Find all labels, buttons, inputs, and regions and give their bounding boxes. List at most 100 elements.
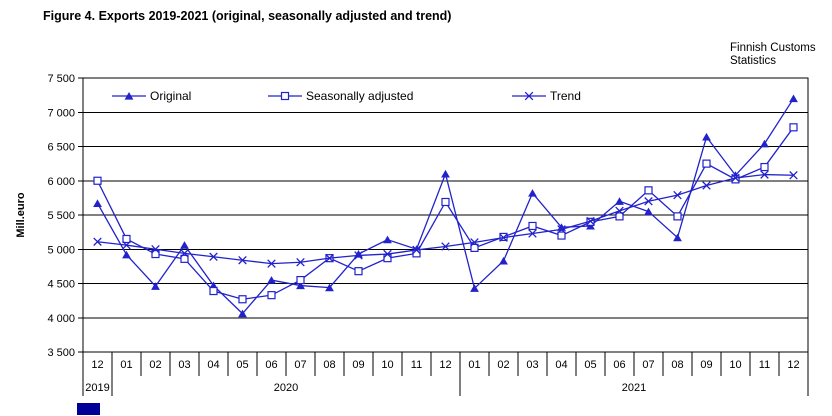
seasonally-adjusted-square-marker: [238, 295, 247, 304]
footer-logo-box: [77, 403, 100, 415]
x-axis-month-label: 05: [236, 359, 248, 371]
trend-x-marker: [151, 244, 160, 254]
source-line-2: Statistics: [730, 55, 777, 67]
trend-x-marker: [354, 251, 363, 260]
original-triangle-marker: [122, 250, 131, 259]
seasonally-adjusted-square-marker: [122, 234, 131, 244]
x-axis-month-label: 09: [352, 359, 364, 371]
y-axis-tick-label: 6 500: [47, 142, 75, 154]
x-axis-month-label: 07: [294, 359, 306, 371]
original-triangle-marker: [124, 92, 134, 100]
trend-x-marker: [644, 197, 653, 206]
original-triangle-marker: [325, 283, 334, 292]
series-seasonally-adjusted: [93, 123, 798, 304]
x-axis-month-label: 01: [468, 359, 480, 371]
original-triangle-marker: [760, 139, 769, 148]
trend-x-marker: [122, 240, 131, 250]
seasonally-adjusted-square-marker: [470, 243, 479, 252]
x-axis-month-label: 12: [787, 359, 799, 371]
y-axis-tick-label: 6 000: [47, 176, 75, 188]
original-triangle-marker: [383, 235, 392, 244]
seasonally-adjusted-square-marker: [702, 159, 711, 168]
legend-label: Seasonally adjusted: [306, 89, 413, 103]
series-original-line: [96, 98, 795, 315]
trend-x-marker: [441, 242, 450, 251]
trend-x-marker: [238, 255, 247, 265]
figure-title: Figure 4. Exports 2019-2021 (original, s…: [43, 9, 452, 23]
trend-x-marker: [499, 233, 508, 242]
original-triangle-marker: [441, 169, 450, 178]
x-axis-month-label: 08: [671, 359, 683, 371]
x-axis-month-label: 12: [439, 359, 451, 371]
source-attribution: Finnish Customs Statistics: [730, 42, 816, 68]
seasonally-adjusted-square-marker: [267, 291, 276, 300]
x-axis-month-label: 09: [700, 359, 712, 371]
trend-x-marker: [586, 216, 595, 226]
series-trend: [93, 170, 798, 268]
trend-x-marker: [702, 181, 711, 190]
x-axis-month-label: 10: [729, 359, 741, 371]
trend-x-marker: [528, 229, 537, 238]
series-trend-line: [97, 173, 794, 265]
x-axis-month-label: 02: [497, 359, 509, 371]
seasonally-adjusted-square-marker: [93, 176, 102, 185]
trend-x-marker: [789, 171, 798, 180]
x-axis-month-label: 05: [584, 359, 596, 371]
seasonally-adjusted-square-marker: [441, 197, 450, 207]
x-axis-year-label: 2019: [85, 382, 109, 394]
legend-item-original: Original: [112, 89, 191, 103]
trend-x-marker: [557, 225, 566, 234]
legend-label: Trend: [550, 89, 581, 103]
x-axis-month-label: 03: [178, 359, 190, 371]
original-triangle-marker: [93, 199, 102, 207]
trend-x-marker: [267, 259, 276, 268]
x-axis-month-label: 11: [759, 359, 770, 371]
original-triangle-marker: [644, 207, 653, 216]
trend-x-marker: [383, 249, 392, 259]
original-triangle-marker: [238, 309, 247, 318]
seasonally-adjusted-square-marker: [180, 254, 189, 263]
x-axis-year-label: 2021: [622, 382, 646, 394]
x-axis-month-label: 12: [91, 359, 103, 371]
x-axis-month-label: 10: [381, 359, 393, 371]
original-triangle-marker: [180, 241, 189, 249]
y-axis-tick-label: 5 000: [47, 244, 75, 256]
trend-x-marker: [412, 245, 421, 255]
source-line-1: Finnish Customs: [730, 42, 816, 54]
trend-x-marker: [325, 253, 334, 263]
original-triangle-marker: [296, 281, 305, 290]
x-axis-month-label: 04: [555, 359, 567, 371]
seasonally-adjusted-square-marker: [557, 231, 566, 240]
original-triangle-marker: [528, 189, 537, 197]
trend-x-marker: [731, 173, 740, 183]
y-axis-tick-label: 7 000: [47, 107, 75, 119]
y-axis-tick-label: 4 000: [47, 313, 75, 325]
trend-x-marker: [673, 190, 682, 200]
seasonally-adjusted-square-marker: [731, 175, 740, 184]
x-axis-year-label: 2020: [274, 382, 298, 394]
y-axis-tick-label: 3 500: [47, 347, 75, 359]
original-triangle-marker: [615, 197, 624, 205]
seasonally-adjusted-square-marker: [615, 212, 624, 221]
original-triangle-marker: [470, 284, 479, 292]
seasonally-adjusted-square-marker: [151, 249, 160, 259]
seasonally-adjusted-square-marker: [296, 275, 305, 285]
original-triangle-marker: [499, 256, 508, 265]
x-axis-month-label: 03: [526, 359, 538, 371]
seasonally-adjusted-square-marker: [789, 123, 798, 132]
legend-item-trend: Trend: [512, 89, 581, 103]
x-axis-month-label: 06: [265, 359, 277, 371]
x-axis-month-label: 11: [411, 359, 422, 371]
trend-x-marker: [180, 249, 189, 258]
trend-x-marker: [296, 258, 305, 267]
trend-x-marker: [524, 91, 534, 101]
y-axis-tick-label: 5 500: [47, 210, 75, 222]
x-axis-month-label: 06: [613, 359, 625, 371]
seasonally-adjusted-square-marker: [209, 286, 218, 296]
trend-x-marker: [209, 252, 218, 262]
x-axis-month-label: 08: [323, 359, 335, 371]
y-axis-title: Mill.euro: [15, 192, 27, 238]
legend-label: Original: [150, 89, 191, 103]
